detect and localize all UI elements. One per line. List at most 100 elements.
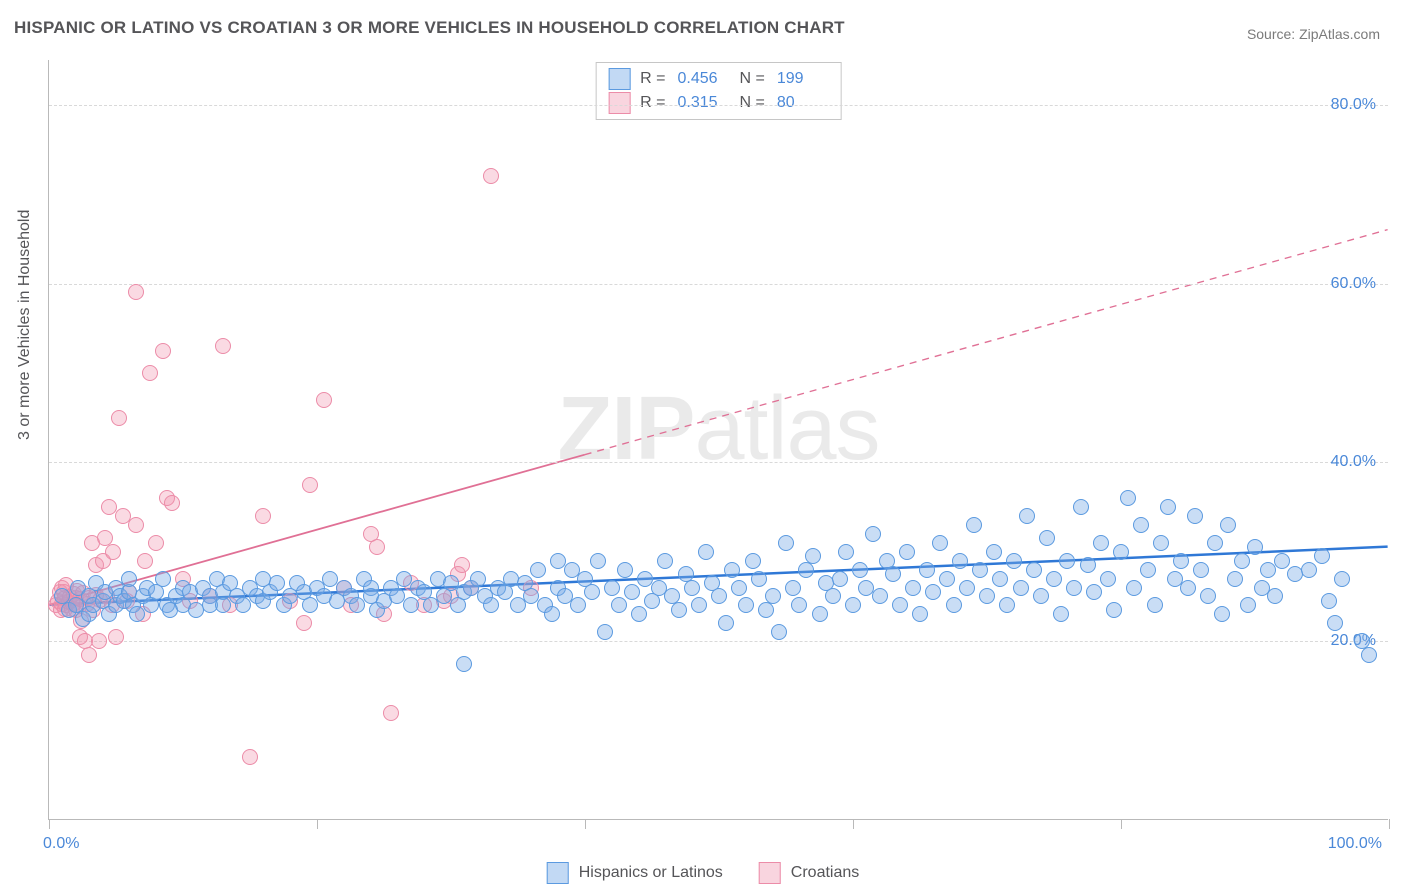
scatter-point-blue	[939, 571, 955, 587]
scatter-point-blue	[885, 566, 901, 582]
r-label: R =	[640, 70, 665, 88]
scatter-point-pink	[302, 477, 318, 493]
scatter-point-blue	[1153, 535, 1169, 551]
scatter-point-blue	[1220, 517, 1236, 533]
scatter-point-pink	[454, 557, 470, 573]
r-value-pink: 0.315	[678, 94, 730, 112]
pink-swatch-icon	[608, 92, 630, 114]
scatter-point-blue	[1086, 584, 1102, 600]
scatter-point-blue	[1140, 562, 1156, 578]
scatter-point-blue	[1019, 508, 1035, 524]
scatter-point-blue	[1274, 553, 1290, 569]
scatter-point-blue	[1066, 580, 1082, 596]
scatter-point-pink	[215, 338, 231, 354]
scatter-point-blue	[403, 597, 419, 613]
scatter-point-blue	[966, 517, 982, 533]
scatter-point-blue	[1113, 544, 1129, 560]
r-label: R =	[640, 94, 665, 112]
scatter-point-pink	[316, 392, 332, 408]
scatter-point-blue	[932, 535, 948, 551]
scatter-point-blue	[698, 544, 714, 560]
scatter-point-blue	[1361, 647, 1377, 663]
scatter-point-pink	[128, 517, 144, 533]
scatter-point-blue	[1193, 562, 1209, 578]
scatter-point-pink	[383, 705, 399, 721]
scatter-point-pink	[483, 168, 499, 184]
scatter-point-blue	[624, 584, 640, 600]
scatter-point-pink	[81, 647, 97, 663]
scatter-point-pink	[242, 749, 258, 765]
scatter-point-blue	[530, 562, 546, 578]
scatter-point-blue	[812, 606, 828, 622]
scatter-point-blue	[912, 606, 928, 622]
scatter-point-blue	[771, 624, 787, 640]
scatter-point-blue	[1080, 557, 1096, 573]
scatter-point-blue	[718, 615, 734, 631]
scatter-point-blue	[738, 597, 754, 613]
scatter-point-blue	[1173, 553, 1189, 569]
n-label: N =	[740, 70, 765, 88]
scatter-point-blue	[483, 597, 499, 613]
scatter-point-blue	[865, 526, 881, 542]
scatter-point-blue	[899, 544, 915, 560]
scatter-point-pink	[164, 495, 180, 511]
legend-item-pink: Croatians	[759, 862, 859, 884]
scatter-point-blue	[1327, 615, 1343, 631]
y-axis-label: 3 or more Vehicles in Household	[16, 210, 34, 440]
scatter-point-blue	[892, 597, 908, 613]
legend-bottom: Hispanics or Latinos Croatians	[547, 862, 860, 884]
scatter-point-blue	[617, 562, 633, 578]
scatter-point-blue	[604, 580, 620, 596]
blue-swatch-icon	[608, 68, 630, 90]
scatter-point-blue	[570, 597, 586, 613]
y-tick-label: 80.0%	[1331, 96, 1376, 114]
scatter-point-blue	[1026, 562, 1042, 578]
scatter-point-blue	[972, 562, 988, 578]
source-attribution: Source: ZipAtlas.com	[1247, 26, 1380, 42]
watermark-text: ZIPatlas	[557, 378, 879, 481]
scatter-point-blue	[1321, 593, 1337, 609]
gridline	[49, 462, 1388, 463]
scatter-point-pink	[111, 410, 127, 426]
scatter-point-pink	[91, 633, 107, 649]
scatter-point-blue	[852, 562, 868, 578]
scatter-point-blue	[778, 535, 794, 551]
scatter-point-blue	[731, 580, 747, 596]
scatter-point-pink	[128, 284, 144, 300]
scatter-point-blue	[1301, 562, 1317, 578]
scatter-point-blue	[1133, 517, 1149, 533]
n-label: N =	[740, 94, 765, 112]
scatter-point-blue	[825, 588, 841, 604]
scatter-point-blue	[751, 571, 767, 587]
scatter-point-blue	[121, 571, 137, 587]
scatter-point-blue	[1227, 571, 1243, 587]
scatter-point-blue	[905, 580, 921, 596]
legend-label-pink: Croatians	[791, 864, 859, 882]
scatter-point-blue	[1180, 580, 1196, 596]
x-tick	[1389, 819, 1390, 829]
scatter-point-blue	[470, 571, 486, 587]
scatter-point-blue	[1207, 535, 1223, 551]
x-tick	[49, 819, 50, 829]
legend-label-blue: Hispanics or Latinos	[579, 864, 723, 882]
scatter-point-blue	[1053, 606, 1069, 622]
x-axis-min-label: 0.0%	[43, 835, 79, 853]
scatter-point-blue	[671, 602, 687, 618]
scatter-point-blue	[456, 656, 472, 672]
x-tick	[585, 819, 586, 829]
scatter-point-blue	[590, 553, 606, 569]
scatter-point-blue	[1160, 499, 1176, 515]
scatter-point-blue	[1059, 553, 1075, 569]
n-value-blue: 199	[777, 70, 829, 88]
scatter-point-blue	[1046, 571, 1062, 587]
scatter-point-blue	[946, 597, 962, 613]
scatter-point-blue	[631, 606, 647, 622]
scatter-point-blue	[711, 588, 727, 604]
trendlines-layer	[49, 60, 1388, 819]
scatter-point-blue	[611, 597, 627, 613]
scatter-plot-area: ZIPatlas R = 0.456 N = 199 R = 0.315 N =…	[48, 60, 1388, 820]
scatter-point-blue	[832, 571, 848, 587]
scatter-point-blue	[838, 544, 854, 560]
scatter-point-blue	[269, 575, 285, 591]
scatter-point-blue	[1240, 597, 1256, 613]
